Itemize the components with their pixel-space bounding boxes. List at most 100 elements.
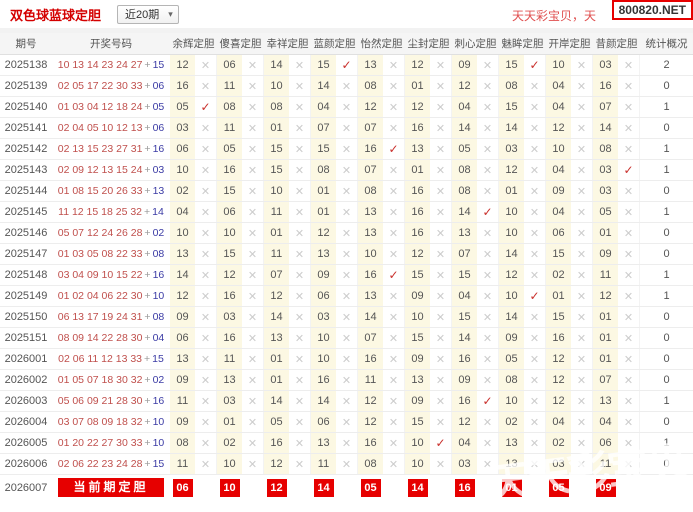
plus-sign: + [144, 458, 151, 470]
pick-mark-cell: ✕ [383, 202, 405, 222]
blue-ball: 14 [152, 206, 164, 218]
period-cell: 2026006 [4, 458, 48, 470]
pick-mark-cell: ✕ [195, 160, 217, 180]
pick-mark-cell: ✕ [336, 370, 358, 390]
pick-mark-cell: ✓ [477, 391, 499, 411]
plus-sign: + [144, 248, 151, 260]
winning-numbers: 02 06 22 23 24 28 +15 [52, 454, 170, 474]
cross-icon: ✕ [294, 80, 305, 93]
cross-icon: ✕ [200, 59, 211, 72]
winning-numbers: 01 08 15 20 26 33 +13 [52, 181, 170, 201]
pick-value-cell: 13 [170, 349, 195, 369]
pick-mark-cell: ✕ [383, 349, 405, 369]
pick-mark-cell: ✕ [383, 370, 405, 390]
pick-mark-cell: ✕ [477, 160, 499, 180]
pick-mark-cell: ✕ [571, 433, 593, 453]
pick-mark-cell: ✕ [618, 139, 640, 159]
pick-value-cell: 10 [358, 244, 383, 264]
pick-mark-cell: ✕ [242, 328, 264, 348]
period-cell: 2025140 [4, 101, 48, 113]
cross-icon: ✕ [341, 332, 352, 345]
pick-mark-cell: ✕ [477, 328, 499, 348]
pick-mark-cell: ✕ [289, 286, 311, 306]
pick-value-cell: 15 [499, 55, 524, 75]
pick-value-cell: 10 [311, 328, 336, 348]
pick-mark-cell: ✕ [289, 370, 311, 390]
pick-mark-cell: ✕ [524, 139, 546, 159]
red-balls: 01 20 22 27 30 33 [57, 437, 143, 449]
pick-value-cell: 10 [405, 433, 430, 453]
divider [0, 28, 693, 33]
pick-mark-cell: ✕ [195, 412, 217, 432]
pick-value-cell: 16 [593, 76, 618, 96]
pick-value-cell: 01 [499, 181, 524, 201]
cross-icon: ✕ [482, 290, 493, 303]
pick-value-cell: 06 [217, 55, 242, 75]
current-pick-cell: 16 [452, 478, 477, 497]
cross-icon: ✕ [435, 353, 446, 366]
pick-mark-cell: ✕ [477, 454, 499, 474]
cross-icon: ✕ [294, 101, 305, 114]
pick-mark-cell: ✕ [430, 118, 452, 138]
cross-icon: ✕ [247, 227, 258, 240]
pick-mark-cell: ✕ [195, 307, 217, 327]
pick-mark-cell: ✕ [571, 391, 593, 411]
pick-mark-cell: ✕ [618, 328, 640, 348]
pick-value-cell: 12 [499, 160, 524, 180]
pick-mark-cell: ✕ [195, 433, 217, 453]
pick-value-cell: 13 [405, 370, 430, 390]
pick-value-cell: 10 [546, 139, 571, 159]
blue-ball: 16 [152, 269, 165, 281]
table-row: 2025140 01 03 04 12 18 24 +05 05 ✓ 08 ✕ 08 ✕ 04 ✕ 1… [0, 97, 693, 118]
pick-mark-cell: ✕ [618, 412, 640, 432]
current-pick-cell: 10 [217, 478, 242, 497]
cross-icon: ✕ [388, 59, 399, 72]
cross-icon: ✕ [388, 458, 399, 471]
cross-icon: ✕ [247, 164, 258, 177]
pick-value-cell: 03 [593, 181, 618, 201]
cross-icon: ✕ [294, 332, 305, 345]
range-select[interactable]: 近20期 ▾ [117, 4, 179, 24]
pick-mark-cell: ✕ [430, 286, 452, 306]
pick-value-cell: 05 [264, 412, 289, 432]
pick-value-cell: 15 [264, 139, 289, 159]
pick-value-cell: 13 [499, 454, 524, 474]
pick-mark-cell: ✕ [571, 454, 593, 474]
pick-value-cell: 01 [593, 223, 618, 243]
cross-icon: ✕ [529, 458, 540, 471]
cross-icon: ✕ [200, 206, 211, 219]
pick-value-cell: 10 [499, 202, 524, 222]
cross-icon: ✕ [294, 122, 305, 135]
pick-mark-cell: ✕ [430, 370, 452, 390]
pick-value-cell: 13 [358, 223, 383, 243]
pick-value-cell: 04 [546, 412, 571, 432]
pick-mark-cell: ✕ [618, 223, 640, 243]
pick-value-cell: 14 [264, 391, 289, 411]
winning-numbers: 02 04 05 10 12 13 +06 [52, 118, 170, 138]
pick-value-cell: 08 [311, 160, 336, 180]
stat-cell: 0 [663, 353, 670, 365]
pick-mark-cell: ✕ [336, 391, 358, 411]
pick-value-cell: 06 [546, 223, 571, 243]
pick-value-cell: 04 [546, 202, 571, 222]
pick-mark-cell: ✕ [571, 181, 593, 201]
pick-mark-cell: ✕ [195, 328, 217, 348]
pick-value-cell: 02 [170, 181, 195, 201]
pick-mark-cell: ✕ [430, 244, 452, 264]
pick-value-cell: 03 [452, 454, 477, 474]
pick-mark-cell: ✕ [430, 76, 452, 96]
pick-mark-cell: ✕ [242, 118, 264, 138]
cross-icon: ✕ [388, 101, 399, 114]
cross-icon: ✕ [388, 164, 399, 177]
current-pick-box: 05 [360, 478, 381, 497]
pick-mark-cell: ✕ [242, 349, 264, 369]
pick-mark-cell: ✕ [524, 370, 546, 390]
pick-value-cell: 13 [311, 244, 336, 264]
cross-icon: ✕ [341, 185, 352, 198]
pick-mark-cell: ✓ [336, 55, 358, 75]
pick-value-cell: 11 [217, 76, 242, 96]
pick-mark-cell: ✕ [524, 454, 546, 474]
red-balls: 01 08 15 20 26 33 [57, 185, 143, 197]
pick-mark-cell: ✕ [383, 286, 405, 306]
plus-sign: + [144, 290, 151, 302]
